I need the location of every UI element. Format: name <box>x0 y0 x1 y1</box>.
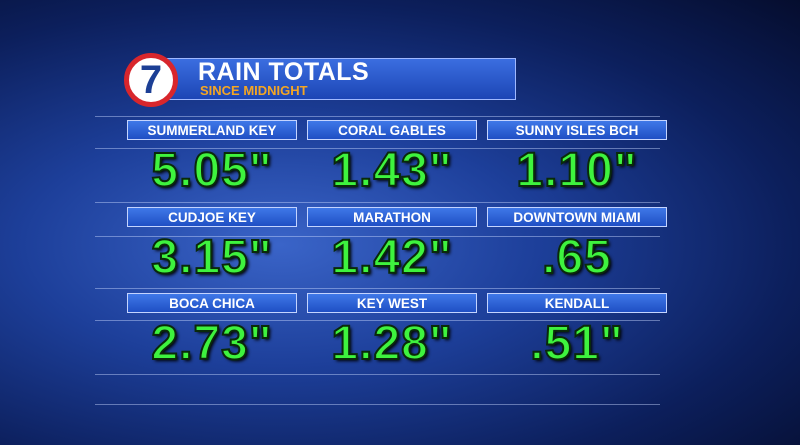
location-label: MARATHON <box>307 207 477 227</box>
location-label: BOCA CHICA <box>127 293 297 313</box>
rule <box>95 320 660 321</box>
rain-total: 5.05" <box>150 143 273 198</box>
location-label: SUMMERLAND KEY <box>127 120 297 140</box>
subtitle: SINCE MIDNIGHT <box>200 83 308 98</box>
rain-total: 1.10" <box>515 143 638 198</box>
location-label: CORAL GABLES <box>307 120 477 140</box>
location-label: KENDALL <box>487 293 667 313</box>
rule <box>95 148 660 149</box>
location-label: SUNNY ISLES BCH <box>487 120 667 140</box>
rain-total: 1.28" <box>330 316 453 371</box>
logo: 7 <box>124 53 178 107</box>
rule <box>95 202 660 203</box>
rain-total: .51" <box>529 316 624 371</box>
location-label: KEY WEST <box>307 293 477 313</box>
rain-total: .65 <box>541 230 612 285</box>
rule <box>95 116 660 117</box>
rain-total: 1.43" <box>330 143 453 198</box>
location-label: CUDJOE KEY <box>127 207 297 227</box>
location-label: DOWNTOWN MIAMI <box>487 207 667 227</box>
rule <box>95 404 660 405</box>
rule <box>95 374 660 375</box>
rain-total: 1.42" <box>330 230 453 285</box>
title: RAIN TOTALS <box>198 58 370 86</box>
rule <box>95 288 660 289</box>
rain-total: 3.15" <box>150 230 273 285</box>
rain-total: 2.73" <box>150 316 273 371</box>
rule <box>95 236 660 237</box>
